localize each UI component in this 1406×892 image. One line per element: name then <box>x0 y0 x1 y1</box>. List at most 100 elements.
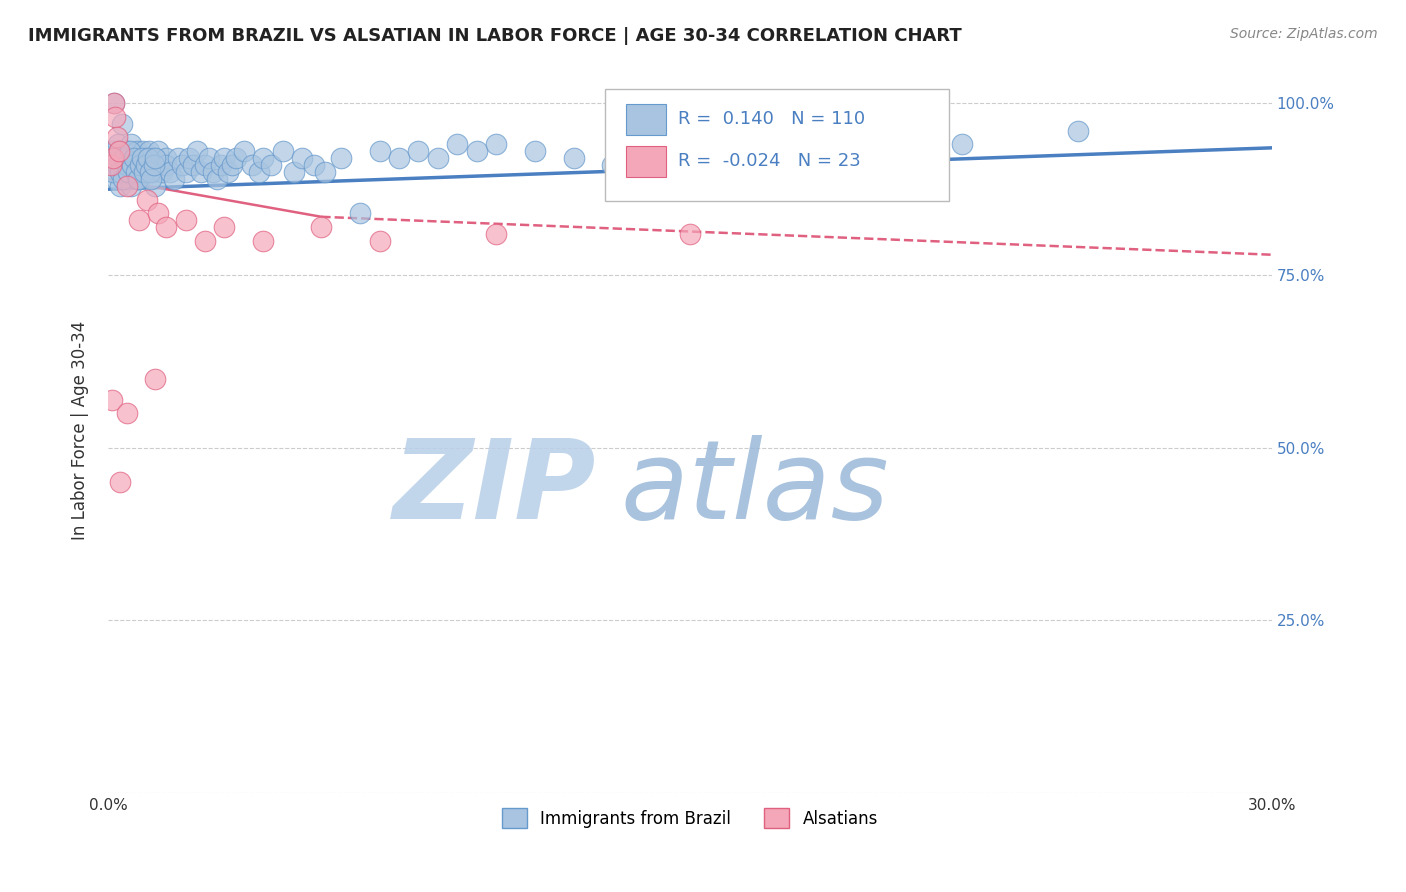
Point <box>260 158 283 172</box>
Point <box>110 117 132 131</box>
Text: R =  0.140   N = 110: R = 0.140 N = 110 <box>678 110 865 128</box>
Point <box>485 227 508 241</box>
Point <box>283 165 305 179</box>
Point <box>183 158 205 172</box>
Point <box>124 151 146 165</box>
Point <box>329 151 352 165</box>
Point <box>122 158 145 172</box>
Point <box>117 178 139 193</box>
Point <box>252 151 274 165</box>
Point <box>148 206 170 220</box>
Point <box>640 137 662 152</box>
Point <box>132 165 155 179</box>
Point <box>124 151 146 165</box>
Point <box>105 158 128 172</box>
Text: ZIP: ZIP <box>394 435 596 542</box>
Point <box>128 158 150 172</box>
Point <box>117 165 139 179</box>
Point <box>101 392 124 407</box>
Point <box>174 165 197 179</box>
Point <box>103 95 125 110</box>
Point <box>127 172 149 186</box>
Point <box>103 95 125 110</box>
Point <box>302 158 325 172</box>
Point <box>155 220 177 235</box>
Point <box>117 165 139 179</box>
Point <box>142 165 165 179</box>
Point <box>107 137 129 152</box>
Point <box>163 172 186 186</box>
Point <box>124 165 146 179</box>
Point <box>717 145 740 159</box>
Point <box>388 151 411 165</box>
Point <box>314 165 336 179</box>
Point <box>221 158 243 172</box>
Point <box>131 151 153 165</box>
Point <box>141 172 163 186</box>
Point <box>214 151 236 165</box>
Point <box>139 165 162 179</box>
Point <box>794 158 817 172</box>
Point <box>426 151 449 165</box>
Point <box>111 172 134 186</box>
Point <box>240 158 263 172</box>
Point <box>101 158 124 172</box>
Text: Source: ZipAtlas.com: Source: ZipAtlas.com <box>1230 27 1378 41</box>
Point <box>523 145 546 159</box>
Point <box>194 234 217 248</box>
Point <box>562 151 585 165</box>
Point <box>108 145 131 159</box>
Point <box>194 158 217 172</box>
Point <box>166 151 188 165</box>
Point <box>247 165 270 179</box>
Point <box>291 151 314 165</box>
Point <box>135 193 157 207</box>
Point <box>104 110 127 124</box>
Point <box>101 151 124 165</box>
Point <box>108 145 131 159</box>
Point <box>135 158 157 172</box>
Point <box>101 165 124 179</box>
Point <box>271 145 294 159</box>
Point <box>159 165 181 179</box>
Point <box>120 178 142 193</box>
Point <box>150 165 173 179</box>
Point <box>117 145 139 159</box>
Point <box>105 130 128 145</box>
Point <box>121 158 143 172</box>
Point <box>873 130 896 145</box>
Point <box>101 145 124 159</box>
Text: IMMIGRANTS FROM BRAZIL VS ALSATIAN IN LABOR FORCE | AGE 30-34 CORRELATION CHART: IMMIGRANTS FROM BRAZIL VS ALSATIAN IN LA… <box>28 27 962 45</box>
Point <box>1067 123 1090 137</box>
Point <box>112 165 135 179</box>
Point <box>225 151 247 165</box>
Point <box>143 372 166 386</box>
Point <box>170 158 193 172</box>
Y-axis label: In Labor Force | Age 30-34: In Labor Force | Age 30-34 <box>72 321 89 541</box>
Point <box>205 172 228 186</box>
Point <box>232 145 254 159</box>
Point <box>465 145 488 159</box>
Point <box>446 137 468 152</box>
Point <box>139 158 162 172</box>
Point <box>128 158 150 172</box>
Point <box>128 213 150 227</box>
Point <box>132 165 155 179</box>
Point <box>108 178 131 193</box>
Point <box>201 165 224 179</box>
Text: atlas: atlas <box>620 435 889 542</box>
Point <box>104 172 127 186</box>
Point <box>950 137 973 152</box>
Point <box>174 213 197 227</box>
Point <box>114 158 136 172</box>
Point <box>112 151 135 165</box>
Point <box>148 145 170 159</box>
Text: R =  -0.024   N = 23: R = -0.024 N = 23 <box>678 152 860 169</box>
Point <box>368 234 391 248</box>
Point <box>108 145 131 159</box>
Point <box>679 227 702 241</box>
Point <box>127 145 149 159</box>
Point <box>217 165 239 179</box>
Point <box>136 151 159 165</box>
Point <box>104 151 127 165</box>
